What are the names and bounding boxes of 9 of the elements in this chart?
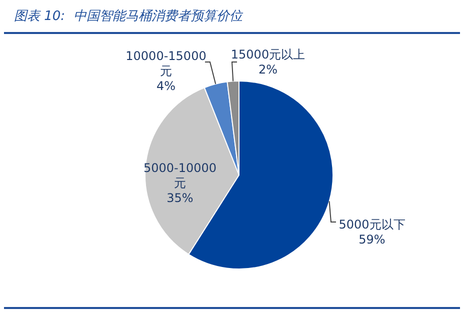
chart-title: 图表 10: 中国智能马桶消费者预算价位 [14, 8, 242, 25]
data-label: 2% [258, 62, 278, 76]
data-label: 4% [156, 79, 176, 93]
slice-label: 5000元以下 [338, 218, 406, 232]
slice-label: 15000元以上 [230, 48, 306, 62]
slice-label: 10000-15000元 [126, 49, 206, 78]
data-label: 59% [358, 232, 386, 246]
data-label: 35% [166, 191, 194, 205]
slice-label: 5000-10000元 [143, 161, 217, 190]
